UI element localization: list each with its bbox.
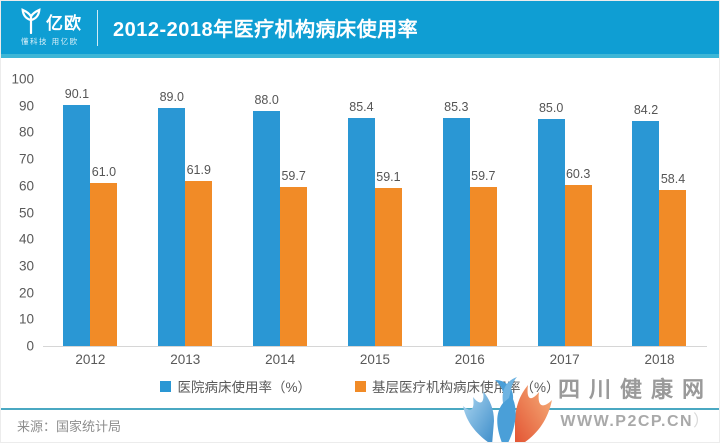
- y-axis-tick-label: 50: [18, 204, 34, 220]
- header: 亿欧 懂科技 用亿欧 2012-2018年医疗机构病床使用率: [1, 1, 719, 58]
- brand-tagline: 懂科技 用亿欧: [21, 37, 79, 46]
- legend-swatch-orange: [355, 380, 366, 392]
- brand-logo: 亿欧 懂科技 用亿欧: [19, 8, 91, 47]
- y-axis-tick-label: 100: [11, 71, 34, 87]
- x-axis-labels: 2012 2013 2014 2015 2016 2017 2018: [43, 352, 707, 367]
- y-axis-tick-label: 0: [26, 338, 34, 354]
- bar-value-label: 61.9: [186, 162, 211, 177]
- brand-logo-row: 亿欧: [19, 8, 91, 34]
- x-axis-tick-label: 2015: [359, 352, 390, 367]
- footer-divider-line: [1, 408, 719, 410]
- x-axis-tick-label: 2016: [454, 352, 485, 367]
- bar: 59.7: [280, 169, 308, 346]
- bar: 59.1: [374, 170, 402, 346]
- bar-group-2013: 89.0 61.9: [158, 79, 213, 346]
- bar-value-label: 59.7: [471, 168, 496, 183]
- bar-value-label: 59.1: [376, 170, 401, 185]
- y-axis-tick-label: 40: [18, 231, 34, 247]
- bar: 85.0: [537, 101, 565, 346]
- bar-value-label: 84.2: [633, 103, 659, 118]
- watermark-url-text: WWW.P2CP.CN: [560, 413, 694, 430]
- watermark-url-faint: ）: [693, 413, 711, 430]
- bar: 61.9: [185, 163, 213, 346]
- watermark-text: 四川健康网 WWW.P2CP.CN）: [558, 372, 713, 431]
- bar-group-2017: 85.0 60.3: [537, 79, 592, 346]
- y-axis-tick-label: 60: [18, 178, 34, 194]
- legend-swatch-blue: [160, 380, 172, 392]
- watermark: 四川健康网 WWW.P2CP.CN）: [458, 363, 713, 442]
- y-axis-tick-label: 80: [18, 124, 34, 140]
- watermark-site-name: 四川健康网: [557, 377, 713, 402]
- bar: 85.3: [442, 100, 470, 346]
- bar: 61.0: [90, 165, 118, 346]
- legend-label-hospital: 医院病床使用率（%）: [177, 380, 311, 395]
- bar-value-label: 89.0: [159, 90, 184, 105]
- y-axis-tick-label: 20: [18, 284, 34, 300]
- yiou-logo-icon: [21, 8, 41, 34]
- bar: 85.4: [347, 100, 375, 346]
- x-axis-tick-label: 2017: [549, 352, 580, 367]
- page-title: 2012-2018年医疗机构病床使用率: [113, 19, 419, 41]
- legend-item-hospital: 医院病床使用率（%）: [160, 376, 311, 396]
- x-axis-tick-label: 2013: [170, 352, 201, 367]
- y-axis-tick-label: 10: [18, 311, 34, 327]
- bar-value-label: 60.3: [565, 167, 591, 181]
- bar: 89.0: [158, 90, 186, 346]
- bar-value-label: 85.3: [444, 100, 469, 115]
- y-axis-tick-label: 30: [18, 258, 34, 274]
- bar-group-2016: 85.3 59.7: [442, 79, 497, 346]
- bar: 59.7: [469, 169, 497, 346]
- x-axis-tick-label: 2014: [265, 352, 296, 367]
- watermark-url: WWW.P2CP.CN）: [558, 407, 713, 431]
- bar: 60.3: [564, 167, 592, 346]
- bar: 88.0: [253, 93, 281, 346]
- bar: 84.2: [632, 103, 660, 346]
- bar-chart-plot: 0 10 20 30 40 50 60 70 80 90 100 90.1 61.0 89.0 61.9 88…: [11, 72, 707, 352]
- bar-group-2012: 90.1 61.0: [63, 79, 118, 346]
- phoenix-logo-icon: [462, 377, 552, 442]
- bar-value-label: 85.4: [349, 99, 374, 114]
- brand-name: 亿欧: [46, 13, 82, 33]
- bar-value-label: 61.0: [91, 165, 117, 180]
- bar-group-2014: 88.0 59.7: [253, 79, 308, 346]
- x-axis-tick-label: 2012: [75, 352, 106, 367]
- bar: 90.1: [63, 87, 91, 346]
- bar-value-label: 85.0: [538, 101, 564, 116]
- header-divider: [97, 9, 98, 46]
- bar-value-label: 58.4: [660, 172, 686, 187]
- y-axis-tick-label: 70: [18, 151, 34, 167]
- y-axis-tick-label: 90: [18, 97, 34, 113]
- bar: 58.4: [659, 172, 687, 346]
- bar-group-2015: 85.4 59.1: [347, 79, 402, 346]
- bar-group-2018: 84.2 58.4: [632, 79, 687, 346]
- x-axis-tick-label: 2018: [644, 352, 675, 367]
- bar-value-label: 59.7: [281, 168, 306, 183]
- bar-value-label: 90.1: [64, 87, 90, 102]
- source-note: 来源：国家统计局: [17, 419, 122, 434]
- bar-value-label: 88.0: [254, 93, 279, 108]
